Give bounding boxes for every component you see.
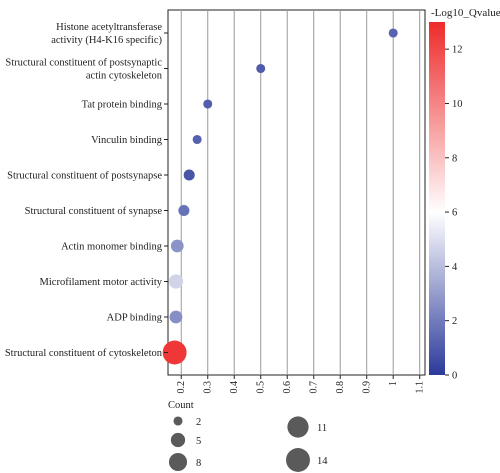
category-label: ADP binding <box>107 313 163 324</box>
data-point <box>162 340 187 365</box>
category-label: Structural constituent of cytoskeleton <box>5 348 163 359</box>
category-label: Microfilament motor activity <box>40 277 163 288</box>
data-points <box>162 28 398 365</box>
category-label: Vinculin binding <box>91 135 163 146</box>
colorbar-ticks: 0 2 4 6 8 10 12 <box>445 45 463 382</box>
size-legend: Count 2 5 8 11 14 <box>168 400 328 472</box>
data-point <box>256 63 266 74</box>
colorbar-tick-label: 12 <box>452 45 463 56</box>
category-labels: Histone acetyltransferase activity (H4-K1… <box>5 22 168 359</box>
category-label: Histone acetyltransferase activity (H4-K1… <box>51 22 162 46</box>
data-point <box>192 134 202 145</box>
x-tick-label-0.2: 0.2 <box>176 381 187 394</box>
data-point <box>178 204 190 217</box>
colorbar: -Log10_Qvalue 0 2 4 6 8 10 12 <box>429 7 500 382</box>
data-point <box>168 274 184 289</box>
colorbar-tick-label: 0 <box>452 371 457 382</box>
size-legend-label: 2 <box>196 417 201 428</box>
x-tick-label-0.7: 0.7 <box>309 381 320 394</box>
data-point <box>388 28 398 38</box>
colorbar-tick-label: 6 <box>452 208 457 219</box>
size-legend-marker <box>173 416 183 426</box>
x-tick-label-1: 1 <box>388 381 399 386</box>
size-legend-label: 14 <box>317 456 328 467</box>
size-legend-title: Count <box>168 400 194 411</box>
x-tick-label-0.5: 0.5 <box>256 381 267 394</box>
size-legend-marker <box>168 452 188 472</box>
colorbar-tick-label: 10 <box>452 99 463 110</box>
category-label: Structural constituent of synapse <box>25 206 163 217</box>
size-legend-label: 5 <box>196 436 201 447</box>
colorbar-gradient <box>429 22 445 375</box>
colorbar-tick-label: 8 <box>452 153 457 164</box>
size-legend-label: 8 <box>196 458 201 469</box>
x-tick-label-0.9: 0.9 <box>362 381 373 394</box>
x-tick-label-0.8: 0.8 <box>335 381 346 394</box>
data-point <box>169 310 183 324</box>
data-point <box>183 169 195 181</box>
plot-panel <box>167 9 426 376</box>
x-axis-ticks: 0.2 0.3 0.4 0.5 0.6 0.7 0.8 0.9 1 1.1 <box>176 375 426 394</box>
size-legend-marker <box>170 432 186 448</box>
category-label: Structural constituent of postsynapse <box>7 171 162 182</box>
colorbar-tick-label: 4 <box>452 262 458 273</box>
colorbar-tick-label: 2 <box>452 316 457 327</box>
category-label: Actin monomer binding <box>61 242 163 253</box>
colorbar-title: -Log10_Qvalue <box>431 7 500 19</box>
x-tick-label-0.6: 0.6 <box>282 381 293 394</box>
category-label: Structural constituent of postsynaptic ac… <box>5 58 162 82</box>
data-point <box>170 239 184 253</box>
category-label: Tat protein binding <box>82 100 163 111</box>
size-legend-marker <box>286 448 310 472</box>
x-tick-label-0.3: 0.3 <box>203 381 214 394</box>
size-legend-marker <box>287 416 309 438</box>
x-tick-label-0.4: 0.4 <box>229 381 240 394</box>
data-point <box>203 99 213 109</box>
size-legend-label: 11 <box>317 423 327 434</box>
x-tick-label-1.1: 1.1 <box>415 381 426 394</box>
